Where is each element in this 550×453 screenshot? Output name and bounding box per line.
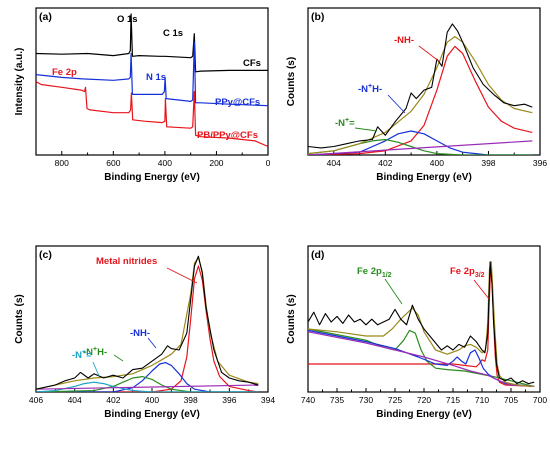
panel-d: 740 735 730 725 720 715 710 705 700 Binding Energ… xyxy=(286,245,547,420)
series-raw-spectrum xyxy=(36,255,259,390)
panel-c: 406 404 402 400 398 396 394 Binding Energy (eV)… xyxy=(14,245,275,420)
plot-frame xyxy=(307,245,541,393)
series-cfs xyxy=(36,13,268,73)
x-tick-label: 400 xyxy=(158,158,172,168)
annotation-label: CFs xyxy=(243,58,261,69)
x-tick-label: 200 xyxy=(209,158,223,168)
annotation-label: PB/PPy@CFs xyxy=(197,130,258,141)
plot-frame xyxy=(35,245,269,393)
series-metal-nitrides xyxy=(36,265,259,392)
series-background xyxy=(308,331,535,387)
x-axis-title: Binding Energy (eV) xyxy=(104,409,200,420)
series-n-h xyxy=(308,130,533,155)
series-raw-spectrum xyxy=(308,261,535,385)
annotation-pointer xyxy=(147,337,157,349)
x-tick-label: 404 xyxy=(68,395,82,405)
x-tick-label: 700 xyxy=(533,395,547,405)
x-tick-label: 394 xyxy=(261,395,275,405)
series-ppy-cfs xyxy=(36,41,268,107)
panel-label: (a) xyxy=(39,11,52,23)
x-axis-title: Binding Energy (eV) xyxy=(104,172,200,183)
annotation-label: -NH- xyxy=(394,35,414,46)
x-axis-title: Binding Energy (eV) xyxy=(376,409,472,420)
annotation-label: O 1s xyxy=(117,14,138,25)
x-tick-label: 400 xyxy=(145,395,159,405)
annotation-pointer xyxy=(384,278,403,305)
series-n-h xyxy=(36,376,259,392)
series-raw-spectrum xyxy=(308,23,533,149)
series-fe-2p3-2 xyxy=(308,265,535,387)
x-tick-label: 800 xyxy=(55,158,69,168)
annotation-label: -N+H- xyxy=(83,346,107,358)
y-axis-title: Counts (s) xyxy=(286,57,297,106)
x-axis-title: Binding Energy (eV) xyxy=(376,172,472,183)
x-tick-label: 406 xyxy=(29,395,43,405)
annotation-pointer xyxy=(473,279,490,300)
y-axis-title: Intensity (a.u.) xyxy=(14,48,25,116)
x-tick-label: 400 xyxy=(430,158,444,168)
x-tick-label: 715 xyxy=(446,395,460,405)
x-tick-label: 600 xyxy=(106,158,120,168)
annotation-label: Fe 2p xyxy=(52,67,77,78)
panel-label: (c) xyxy=(39,249,52,261)
plot-frame xyxy=(35,7,269,156)
series-background xyxy=(308,140,533,155)
annotation-label: N 1s xyxy=(146,72,166,83)
annotation-label: Metal nitrides xyxy=(96,256,157,267)
annotation-label: -N+= xyxy=(72,349,92,361)
series-pb-ppy-cfs xyxy=(36,81,268,148)
annotation-label: PPy@CFs xyxy=(215,97,260,108)
series-background xyxy=(36,384,259,390)
x-tick-label: 404 xyxy=(327,158,341,168)
annotation-label: Fe 2p1/2 xyxy=(357,266,392,279)
panel-label: (d) xyxy=(311,249,324,261)
x-tick-label: 0 xyxy=(266,158,271,168)
x-tick-label: 398 xyxy=(481,158,495,168)
series-component xyxy=(308,329,535,387)
panel-b: 404 402 400 398 396 Binding Energy (eV) Counts… xyxy=(286,7,547,183)
annotation-label: C 1s xyxy=(163,28,183,39)
x-tick-label: 730 xyxy=(359,395,373,405)
x-tick-label: 398 xyxy=(184,395,198,405)
annotation-pointer xyxy=(166,267,198,284)
annotation-pointer xyxy=(354,127,378,132)
panel-label: (b) xyxy=(311,11,324,23)
annotation-pointer xyxy=(387,94,406,114)
x-tick-label: 705 xyxy=(504,395,518,405)
series-nh xyxy=(308,45,533,155)
annotation-pointer xyxy=(113,354,124,362)
x-tick-label: 402 xyxy=(378,158,392,168)
x-tick-label: 725 xyxy=(388,395,402,405)
annotation-label: -N+H- xyxy=(358,83,382,95)
x-tick-label: 396 xyxy=(533,158,547,168)
y-axis-title: Counts (s) xyxy=(14,294,25,343)
x-tick-label: 710 xyxy=(475,395,489,405)
annotation-pointer xyxy=(92,361,100,377)
x-tick-label: 402 xyxy=(106,395,120,405)
series-n xyxy=(36,381,259,392)
series-envelope-fit xyxy=(36,257,259,390)
x-tick-label: 740 xyxy=(301,395,315,405)
x-tick-label: 720 xyxy=(417,395,431,405)
annotation-label: -NH- xyxy=(130,328,150,339)
y-axis-title: Counts (s) xyxy=(286,294,297,343)
annotation-pointer xyxy=(418,45,441,63)
panel-a: 800 600 400 200 0 Binding Energy (eV) Intensit… xyxy=(14,7,271,183)
x-tick-label: 735 xyxy=(330,395,344,405)
annotation-label: Fe 2p3/2 xyxy=(450,266,485,279)
plot-frame xyxy=(307,7,541,156)
x-tick-label: 396 xyxy=(222,395,236,405)
annotation-label: -N+= xyxy=(335,117,355,129)
series-envelope-fit xyxy=(308,261,535,387)
